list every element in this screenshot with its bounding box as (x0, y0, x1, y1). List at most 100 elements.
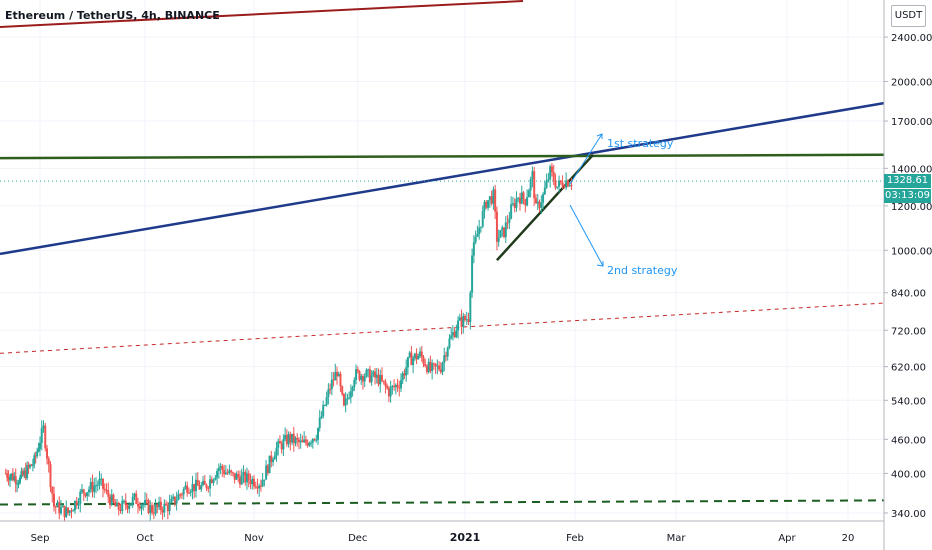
candle-body (299, 440, 302, 443)
candle-body (342, 394, 345, 406)
candle-body (289, 434, 292, 443)
candle-body (375, 374, 378, 378)
candle-body (137, 503, 139, 507)
candle-body (142, 504, 145, 506)
candle-body (478, 227, 481, 234)
candle-body (37, 448, 40, 452)
candle-body (462, 315, 465, 327)
candle-body (187, 492, 190, 494)
candle-body (559, 180, 562, 183)
candle-body (84, 493, 87, 497)
candle-body (96, 484, 99, 486)
candle-body (275, 447, 278, 456)
candle-body (244, 472, 247, 483)
candle-body (337, 373, 340, 377)
candle-body (450, 335, 453, 339)
candle-body (219, 466, 222, 468)
time-tick-label: Apr (778, 533, 796, 544)
candle-body (479, 226, 482, 228)
candle-body (72, 510, 75, 512)
candle-body (16, 483, 19, 485)
candle-body (21, 471, 24, 476)
candle-body (431, 363, 434, 371)
candle-body (65, 507, 68, 517)
price-tick-label: 720.00 (891, 326, 926, 337)
candle-body (377, 374, 380, 385)
candle-body (242, 472, 245, 476)
candle-body (93, 485, 96, 492)
candle-body (325, 397, 328, 405)
candle-body (231, 472, 234, 474)
candle-body (221, 466, 224, 471)
candle-body (79, 491, 82, 505)
candle-body (353, 379, 356, 388)
candle-body (88, 489, 90, 493)
candle-body (67, 507, 69, 514)
candle-body (280, 443, 283, 450)
price-tick-label: 340.00 (891, 509, 926, 520)
time-tick-label: 2021 (450, 531, 481, 544)
candle-body (235, 474, 238, 480)
candle-body (545, 180, 548, 188)
time-tick-label: Nov (244, 533, 264, 544)
candle-body (522, 192, 525, 200)
candle-body (117, 503, 120, 510)
candle-body (175, 499, 178, 504)
candle-body (31, 464, 34, 466)
currency-unit-label[interactable]: USDT (891, 5, 926, 27)
candle-body (156, 504, 159, 508)
candle-body (159, 501, 162, 510)
drawing-lines (0, 0, 885, 506)
candle-body (412, 358, 415, 366)
candle-body (294, 437, 297, 444)
candle-body (230, 470, 233, 473)
candle-body (147, 500, 150, 514)
candle-body (39, 442, 41, 449)
candle-body (322, 405, 325, 417)
candle-body (406, 357, 409, 368)
ascending-trend-line (0, 101, 885, 256)
price-tick-label: 2000.00 (891, 77, 932, 88)
candle-body (77, 504, 80, 506)
candle-body (410, 352, 413, 366)
strategy-annotations: 1st strategy 2nd strategy (569, 133, 678, 277)
candle-body (349, 391, 352, 398)
candle-body (313, 438, 316, 440)
candle-body (476, 233, 479, 237)
candle-body (277, 441, 280, 448)
arrow-down-head (596, 261, 604, 267)
candle-body (316, 428, 319, 440)
candle-body (363, 376, 366, 382)
candle-body (223, 470, 226, 475)
candle-body (263, 479, 266, 481)
candle-body (481, 210, 484, 227)
price-tick-label: 400.00 (891, 469, 926, 480)
candle-body (382, 380, 385, 382)
candle-body (145, 500, 148, 502)
candle-body (44, 425, 47, 449)
price-tick-label: 1700.00 (891, 117, 932, 128)
candle-body (443, 355, 446, 364)
candle-body (130, 503, 132, 506)
chart-title: Ethereum / TetherUS, 4h, BINANCE (5, 9, 220, 22)
candle-body (488, 196, 491, 201)
candle-body (348, 397, 351, 399)
candle-body (351, 387, 354, 392)
candle-body (497, 237, 500, 242)
candle-body (177, 494, 180, 500)
candle-body (393, 386, 396, 388)
candle-body (95, 485, 97, 487)
candle-body (417, 355, 420, 360)
candle-body (149, 505, 152, 514)
candle-body (318, 417, 321, 429)
candle-body (519, 197, 521, 204)
candle-body (356, 369, 359, 372)
candle-body (251, 478, 254, 485)
candle-body (258, 485, 261, 489)
candle-body (273, 455, 276, 460)
candle-body (552, 171, 555, 181)
candle-body (451, 332, 454, 336)
candle-body (11, 473, 14, 481)
